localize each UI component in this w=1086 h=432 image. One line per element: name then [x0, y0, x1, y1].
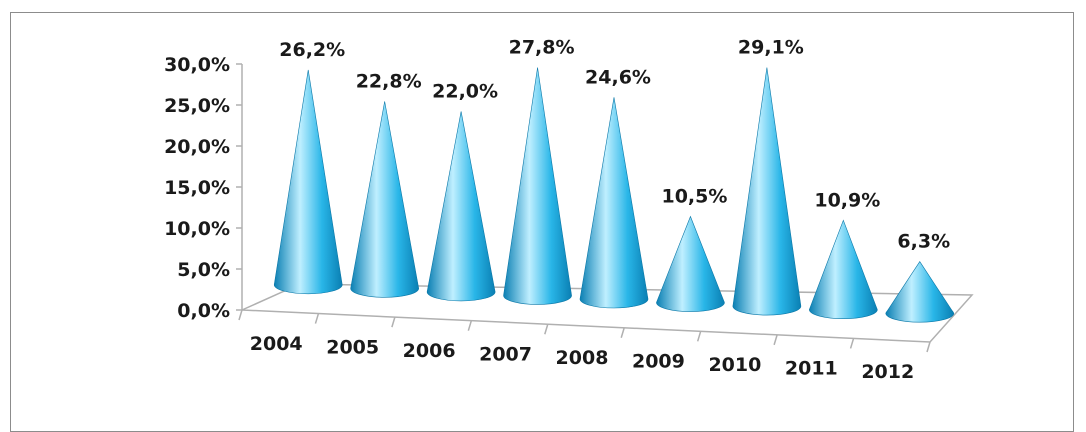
data-label: 26,2%: [279, 39, 345, 61]
cone-2011: [809, 219, 878, 319]
x-tick-label: 2011: [785, 358, 838, 380]
y-tick-label: 0,0%: [177, 300, 230, 322]
cone-body: [579, 97, 649, 309]
x-tick-mark: [773, 334, 778, 346]
x-tick-mark: [696, 331, 702, 342]
x-tick-label: 2004: [250, 333, 303, 355]
x-tick-mark: [849, 338, 855, 349]
data-labels: 26,2% 22,8% 22,0% 27,8% 24,6% 10,5% 29,1% 10,9%…: [279, 36, 950, 252]
x-axis-ticks: 2004 2005 2006 2007 2008 2009 2010 2011 2012: [238, 309, 931, 383]
cone-body: [503, 67, 572, 305]
x-tick-mark: [391, 316, 396, 328]
cone-2008: [579, 97, 649, 309]
y-tick-label: 30,0%: [164, 54, 230, 76]
data-label: 6,3%: [897, 231, 950, 253]
cone-body: [809, 219, 878, 319]
x-tick-label: 2010: [708, 354, 761, 376]
cone-body: [350, 101, 419, 298]
data-label: 27,8%: [509, 36, 575, 58]
x-tick-mark: [467, 320, 473, 331]
x-tick-label: 2007: [479, 343, 532, 365]
y-tick-label: 25,0%: [164, 95, 230, 117]
cone-body: [273, 69, 343, 295]
data-label: 22,8%: [356, 70, 422, 92]
data-label: 24,6%: [585, 66, 651, 88]
x-tick-label: 2009: [632, 351, 685, 373]
data-label: 29,1%: [738, 36, 804, 58]
x-tick-mark: [238, 309, 243, 321]
cone-2012: [885, 261, 955, 323]
y-tick-label: 10,0%: [164, 218, 230, 240]
cone-2009: [656, 215, 725, 312]
x-tick-mark: [926, 341, 931, 353]
cone-2010: [732, 67, 802, 316]
x-tick-mark: [620, 327, 625, 338]
cones: [273, 67, 955, 323]
y-axis-ticks: 0,0% 5,0% 10,0% 15,0% 20,0% 25,0% 30,0%: [164, 54, 242, 322]
data-label: 10,9%: [814, 189, 880, 211]
cone-2006: [426, 111, 496, 302]
cone-body: [885, 261, 955, 323]
cone-body: [732, 67, 802, 316]
x-tick-mark: [544, 324, 549, 335]
cone-2004: [273, 69, 343, 295]
cone-2007: [503, 67, 572, 305]
cone-2005: [350, 101, 419, 298]
x-tick-label: 2005: [326, 336, 379, 358]
cone-body: [656, 215, 725, 312]
x-tick-label: 2008: [556, 347, 609, 369]
y-tick-label: 15,0%: [164, 177, 230, 199]
data-label: 10,5%: [661, 185, 727, 207]
x-tick-label: 2012: [861, 361, 914, 383]
y-tick-label: 20,0%: [164, 136, 230, 158]
y-tick-label: 5,0%: [177, 259, 230, 281]
data-label: 22,0%: [432, 80, 498, 102]
x-tick-mark: [314, 313, 320, 324]
cone-body: [426, 111, 496, 302]
cone-chart: 0,0%5,0%10,0%15,0%20,0%25,0%30,0% 2004 20…: [164, 36, 974, 383]
x-tick-label: 2006: [403, 340, 456, 362]
